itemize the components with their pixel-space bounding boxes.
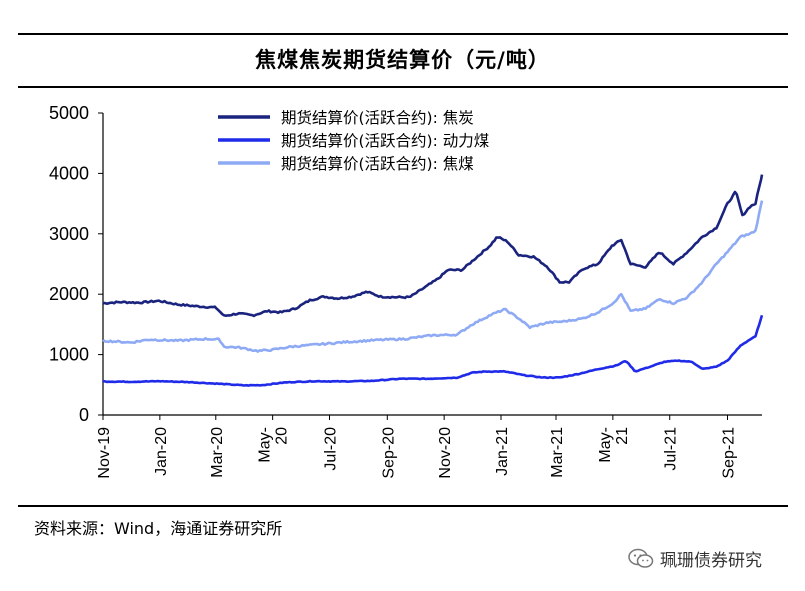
x-tick-label: Jan-20 bbox=[153, 427, 170, 476]
x-tick-label: Nov-20 bbox=[437, 427, 454, 479]
y-tick-label: 1000 bbox=[49, 345, 89, 365]
x-tick-text: May- bbox=[597, 427, 614, 463]
x-tick-label: Sep-20 bbox=[380, 427, 397, 479]
y-tick-label: 0 bbox=[79, 405, 89, 425]
y-tick-label: 3000 bbox=[49, 224, 89, 244]
x-tick-text: 20 bbox=[274, 427, 291, 445]
x-tick-text: Mar-20 bbox=[209, 427, 226, 478]
x-tick-text: Sep-20 bbox=[380, 427, 397, 479]
x-tick-text: Jan-21 bbox=[494, 427, 511, 476]
x-tick-label: May- 21 bbox=[597, 427, 631, 463]
y-tick-label: 4000 bbox=[49, 163, 89, 183]
watermark: 珮珊债券研究 bbox=[628, 546, 762, 571]
x-tick-text: May- bbox=[257, 427, 274, 463]
x-tick-text: Nov-20 bbox=[437, 427, 454, 479]
title-rule bbox=[18, 86, 788, 88]
series-line-0 bbox=[102, 174, 764, 318]
y-tick-label: 2000 bbox=[49, 284, 89, 304]
x-tick-text: Jan-20 bbox=[153, 427, 170, 476]
chart-canvas: 0 1000 2000 3000 4000 5000 Nov-19 Jan-20 Mar-20 M… bbox=[49, 103, 764, 479]
x-tick-label: May- 20 bbox=[257, 427, 291, 463]
x-tick-text: Jul-20 bbox=[323, 427, 340, 471]
x-tick-label: Mar-21 bbox=[549, 427, 566, 478]
legend-label: 期货结算价(活跃合约): 焦炭 bbox=[281, 108, 474, 127]
wechat-icon bbox=[628, 548, 654, 568]
series-line-1 bbox=[103, 314, 764, 387]
source-note: 资料来源：Wind，海通证券研究所 bbox=[34, 519, 283, 538]
x-tick-text: Nov-19 bbox=[96, 427, 113, 479]
x-tick-text: Jul-21 bbox=[663, 427, 680, 471]
series-line-2 bbox=[102, 200, 764, 353]
x-tick-text: Mar-21 bbox=[549, 427, 566, 478]
watermark-text: 珮珊债券研究 bbox=[660, 551, 762, 571]
x-tick-label: Mar-20 bbox=[209, 427, 226, 478]
legend-label: 期货结算价(活跃合约): 动力煤 bbox=[281, 131, 489, 150]
chart-title: 焦煤焦炭期货结算价（元/吨） bbox=[255, 47, 550, 72]
x-tick-label: Jul-21 bbox=[663, 427, 680, 471]
x-tick-text: 21 bbox=[614, 427, 631, 445]
bottom-rule bbox=[18, 505, 788, 507]
x-tick-label: Jul-20 bbox=[323, 427, 340, 471]
top-rule bbox=[18, 33, 788, 35]
y-tick-label: 5000 bbox=[49, 103, 89, 123]
x-tick-label: Jan-21 bbox=[494, 427, 511, 476]
x-tick-text: Sep-21 bbox=[721, 427, 738, 479]
x-tick-label: Nov-19 bbox=[96, 427, 113, 479]
legend-label: 期货结算价(活跃合约): 焦煤 bbox=[281, 154, 474, 173]
x-tick-label: Sep-21 bbox=[721, 427, 738, 479]
